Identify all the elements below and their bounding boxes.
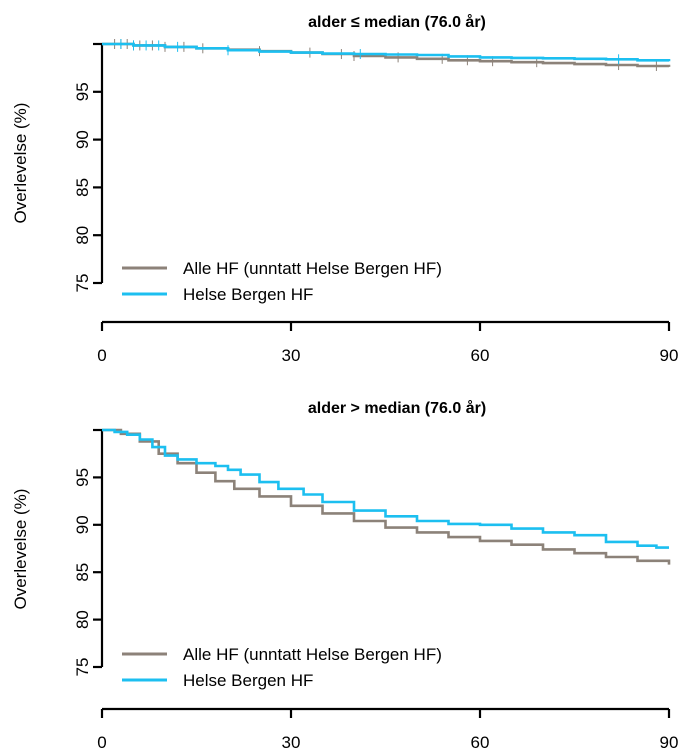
- y-tick-label: 95: [73, 82, 92, 101]
- y-tick-label: 80: [73, 226, 92, 245]
- x-tick-label: 60: [471, 733, 490, 752]
- x-tick-label: 30: [282, 733, 301, 752]
- y-tick-label: 80: [73, 610, 92, 629]
- x-tick-label: 30: [282, 346, 301, 365]
- x-tick-label: 0: [97, 733, 106, 752]
- y-tick-label: 75: [73, 658, 92, 677]
- y-axis-label: Overlevelse (%): [11, 489, 30, 610]
- x-tick-label: 60: [471, 346, 490, 365]
- legend-label-alle-hf: Alle HF (unntatt Helse Bergen HF): [183, 259, 442, 278]
- y-tick-label: 90: [73, 515, 92, 534]
- series-line-0: [102, 428, 671, 565]
- y-tick-label: 90: [73, 130, 92, 149]
- y-tick-label: 95: [73, 468, 92, 487]
- x-tick-label: 90: [660, 733, 679, 752]
- legend: Alle HF (unntatt Helse Bergen HF) Helse …: [122, 259, 442, 304]
- y-tick-label: 85: [73, 563, 92, 582]
- panel-bottom: alder > median (76.0 år) Overlevelse (%)…: [11, 399, 678, 752]
- x-tick-label: 0: [97, 346, 106, 365]
- panel-title: alder > median (76.0 år): [308, 399, 486, 417]
- legend: Alle HF (unntatt Helse Bergen HF) Helse …: [122, 645, 442, 690]
- panel-top: alder ≤ median (76.0 år) Overlevelse (%)…: [11, 13, 678, 365]
- y-tick-label: 75: [73, 274, 92, 293]
- series-line-1: [102, 42, 671, 62]
- legend-label-alle-hf: Alle HF (unntatt Helse Bergen HF): [183, 645, 442, 664]
- legend-label-helse-bergen: Helse Bergen HF: [183, 285, 313, 304]
- legend-label-helse-bergen: Helse Bergen HF: [183, 671, 313, 690]
- panel-title: alder ≤ median (76.0 år): [308, 13, 486, 31]
- y-axis-label: Overlevelse (%): [11, 103, 30, 224]
- y-tick-label: 85: [73, 178, 92, 197]
- x-tick-label: 90: [660, 346, 679, 365]
- series-line-1: [102, 428, 669, 549]
